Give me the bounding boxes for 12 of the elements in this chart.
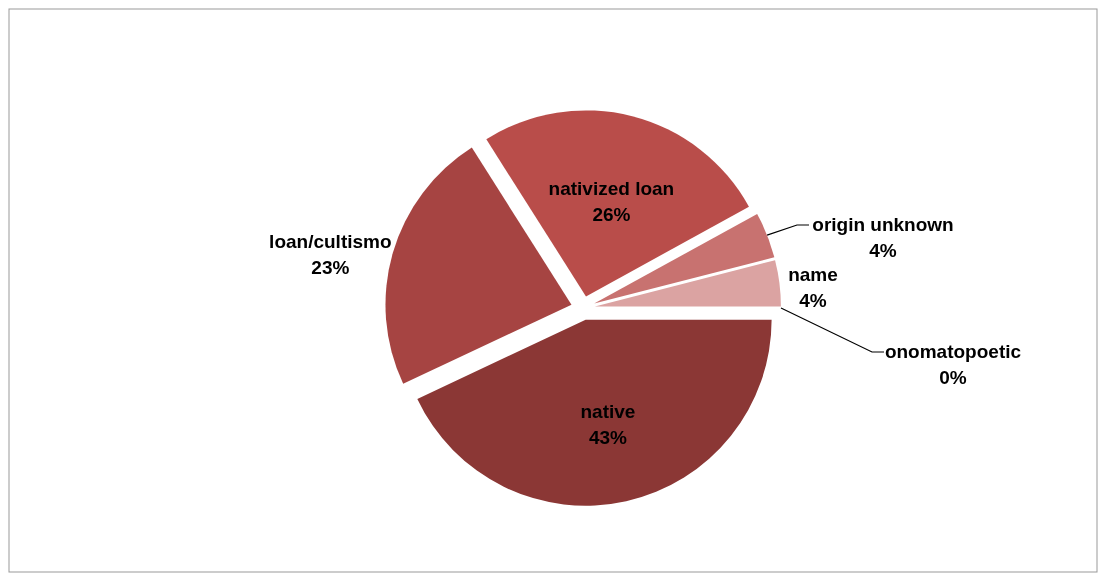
text: 0% (939, 367, 967, 388)
slice-label: origin unknown (812, 214, 954, 235)
slice-label: loan/cultismo (269, 231, 392, 253)
data-label: 26% (592, 204, 631, 226)
slice-label: name (788, 264, 838, 285)
category-label: onomatopoetic (884, 341, 1022, 362)
data-label: 43% (588, 426, 628, 448)
data-label: 23% (311, 257, 350, 279)
slice-label: native (580, 400, 636, 422)
data-label: 4% (869, 240, 897, 261)
slice-label: nativized loan (548, 178, 675, 200)
data-label: 4% (799, 290, 827, 311)
